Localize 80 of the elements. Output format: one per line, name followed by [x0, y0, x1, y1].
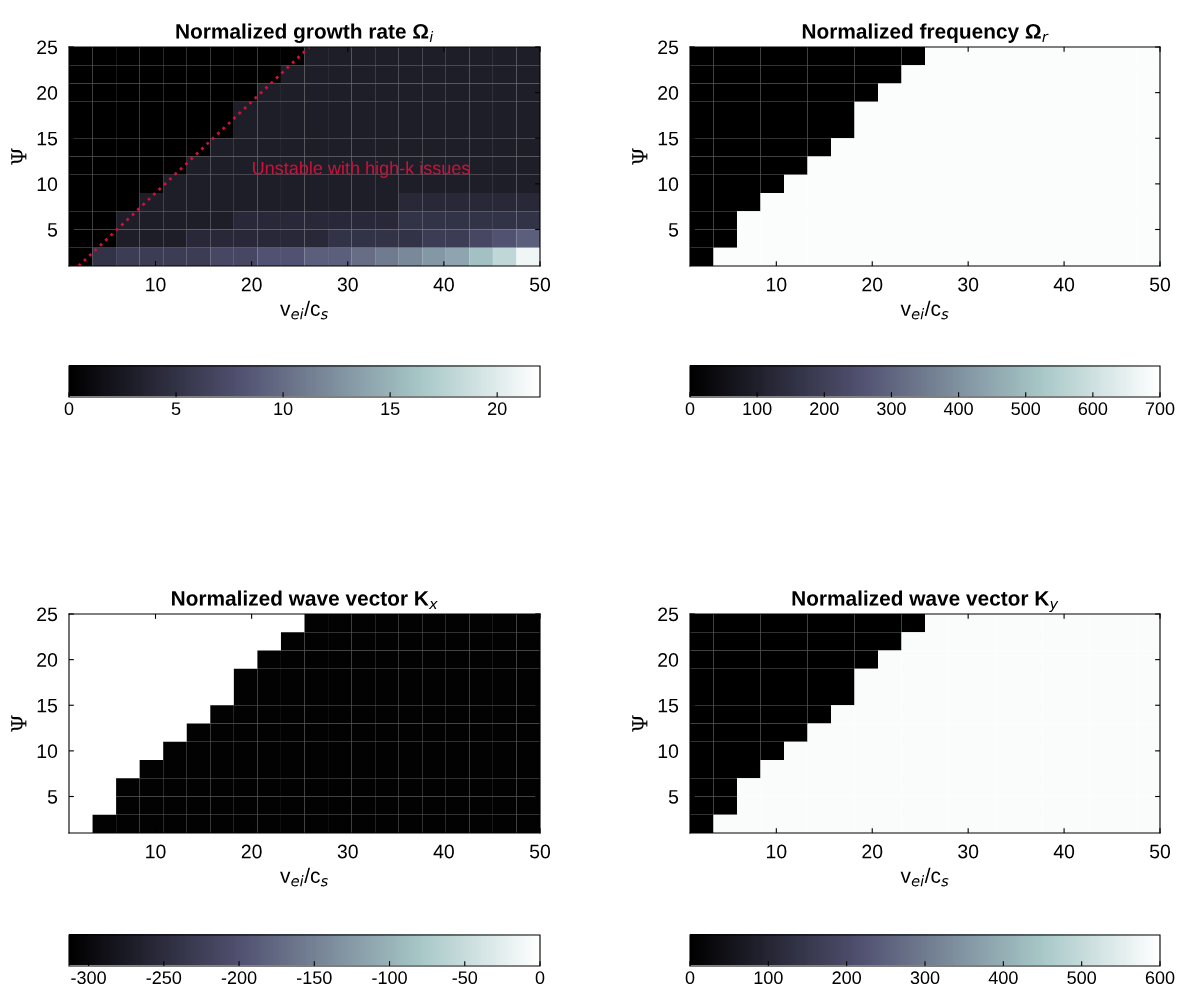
color-bar-label: 200: [810, 402, 839, 416]
y-tick-label: 15: [658, 698, 679, 713]
x-tick-label: 50: [1149, 844, 1171, 859]
y-tick-label: 25: [658, 607, 679, 622]
x-tick-label: 20: [241, 844, 262, 859]
color-bar-label: 5: [171, 402, 181, 416]
y-tick-label: 10: [658, 744, 679, 759]
y-tick-label: 5: [47, 790, 58, 804]
x-tick-label: 10: [146, 277, 166, 292]
x-tick-label: 40: [433, 277, 454, 292]
x-tick-label: 30: [337, 277, 358, 292]
color-bar-label: -150: [297, 971, 332, 985]
x-tick-label: 10: [767, 277, 787, 292]
y-tick-label: 15: [37, 698, 58, 713]
y-axis-title: Ψ: [632, 715, 648, 732]
x-tick-label: 20: [241, 277, 262, 292]
y-tick-label: 10: [658, 177, 679, 192]
x-tick-label: 30: [337, 844, 358, 859]
y-tick-label: 25: [37, 40, 58, 55]
x-axis-title: v$_{ei}$/c$_{s}$: [900, 300, 949, 320]
y-tick-label: 15: [658, 131, 679, 146]
chart-title: Normalized frequency Ω$_{r}$: [802, 23, 1049, 43]
y-axis-title: Ψ: [632, 148, 648, 165]
color-bar-label: 100: [743, 402, 772, 416]
color-bar-label: 10: [274, 402, 293, 416]
y-tick-label: 5: [47, 223, 58, 237]
annotation: Unstable with high-k issues: [253, 161, 470, 179]
color-bar-label: -100: [372, 971, 407, 985]
x-axis-title: v$_{ei}$/c$_{s}$: [280, 300, 328, 320]
x-tick-label: 50: [1149, 277, 1171, 292]
x-tick-label: 10: [146, 844, 166, 859]
x-tick-label: 30: [958, 277, 979, 292]
color-bar-label: 600: [1145, 971, 1175, 985]
color-bar-label: 500: [1067, 971, 1097, 985]
y-tick-label: 10: [37, 744, 58, 759]
x-tick-label: 40: [1053, 844, 1075, 859]
x-tick-label: 10: [767, 844, 787, 859]
color-bar-label: 100: [754, 971, 783, 985]
y-axis-title: Ψ: [11, 715, 27, 732]
color-bar-label: 20: [488, 402, 507, 416]
color-bar-label: 400: [988, 971, 1018, 985]
y-tick-label: 20: [37, 86, 58, 100]
color-bar-label: -200: [221, 971, 257, 985]
color-bar-label: 0: [685, 971, 695, 985]
color-bar-label: 0: [64, 402, 74, 416]
x-tick-label: 50: [529, 844, 551, 859]
chart-title: Normalized growth rate Ω$_{i}$: [176, 23, 434, 43]
color-bar-label: 0: [685, 402, 695, 416]
y-tick-label: 25: [37, 607, 58, 622]
y-tick-label: 5: [668, 223, 679, 237]
y-axis-title: Ψ: [11, 148, 27, 165]
color-bar-label: 400: [943, 402, 973, 416]
x-tick-label: 30: [958, 844, 979, 859]
color-bar-label: 300: [877, 402, 906, 416]
color-bar-label: -250: [146, 971, 182, 985]
y-tick-label: 20: [658, 653, 679, 667]
x-tick-label: 20: [862, 277, 883, 292]
color-bar-label: 0: [535, 971, 545, 985]
y-tick-label: 10: [37, 177, 58, 192]
x-tick-label: 40: [433, 844, 454, 859]
color-bar-label: 700: [1145, 402, 1175, 416]
x-tick-label: 50: [529, 277, 551, 292]
color-bar-label: -50: [452, 971, 478, 985]
color-bar-label: 500: [1011, 402, 1041, 416]
x-axis-title: v$_{ei}$/c$_{s}$: [280, 867, 328, 887]
x-tick-label: 40: [1053, 277, 1075, 292]
color-bar-label: 15: [381, 402, 400, 416]
color-bar-label: -300: [71, 971, 106, 985]
color-bar-label: 200: [832, 971, 862, 985]
color-bar-label: 300: [910, 971, 940, 985]
y-tick-label: 20: [658, 86, 679, 100]
color-bar-label: 600: [1078, 402, 1108, 416]
x-tick-label: 20: [862, 844, 883, 859]
y-tick-label: 20: [37, 653, 58, 667]
y-tick-label: 25: [658, 40, 679, 55]
x-axis-title: v$_{ei}$/c$_{s}$: [900, 867, 949, 887]
chart-title: Normalized wave vector K$_{x}$: [172, 590, 438, 609]
chart-title: Normalized wave vector K$_{y}$: [792, 590, 1059, 613]
y-tick-label: 15: [37, 131, 58, 146]
y-tick-label: 5: [668, 790, 679, 804]
